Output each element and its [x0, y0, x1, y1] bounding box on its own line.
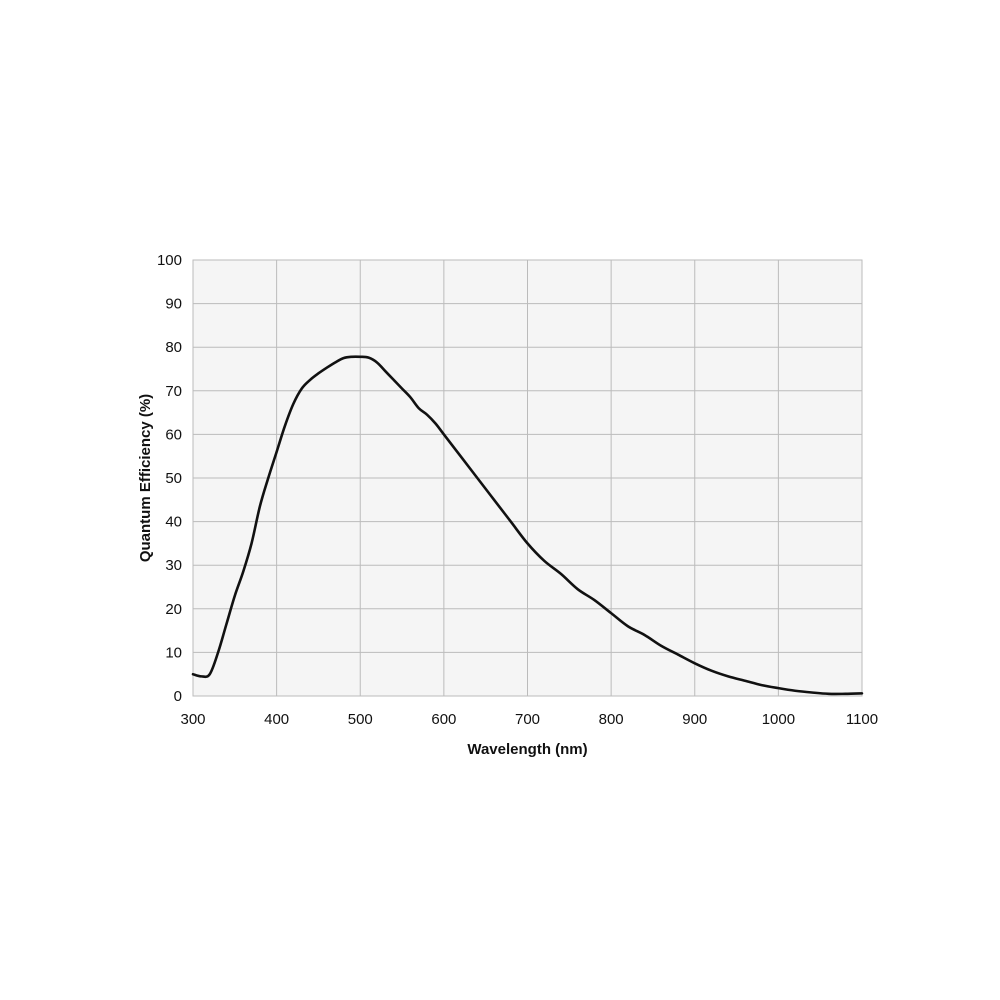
y-axis-title: Quantum Efficiency (%)	[137, 394, 154, 562]
plot-border	[192, 259, 863, 697]
series-line	[191, 355, 864, 696]
x-tick-label: 400	[264, 711, 289, 728]
x-axis-ticks: 300 400 500 600 700 800 900 1000 1100	[180, 711, 878, 728]
y-tick-label: 50	[165, 470, 182, 487]
x-tick-label: 1100	[846, 711, 878, 728]
x-tick-label: 1000	[762, 711, 795, 728]
x-tick-label: 500	[348, 711, 373, 728]
y-tick-label: 10	[165, 644, 182, 661]
y-tick-label: 100	[157, 252, 182, 269]
x-tick-label: 800	[599, 711, 624, 728]
y-tick-label: 60	[165, 426, 182, 443]
x-axis-title: Wavelength (nm)	[467, 741, 587, 758]
y-tick-label: 40	[165, 514, 182, 531]
y-tick-label: 80	[165, 339, 182, 356]
x-tick-label: 900	[682, 711, 707, 728]
x-tick-label: 700	[515, 711, 540, 728]
y-tick-label: 30	[165, 557, 182, 574]
x-tick-label: 300	[180, 711, 205, 728]
y-tick-label: 90	[165, 296, 182, 313]
y-tick-label: 20	[165, 601, 182, 618]
x-tick-label: 600	[431, 711, 456, 728]
y-axis-ticks: 0 10 20 30 40 50 60 70 80 90 100	[157, 252, 182, 705]
y-tick-label: 0	[174, 688, 182, 705]
y-tick-label: 70	[165, 383, 182, 400]
